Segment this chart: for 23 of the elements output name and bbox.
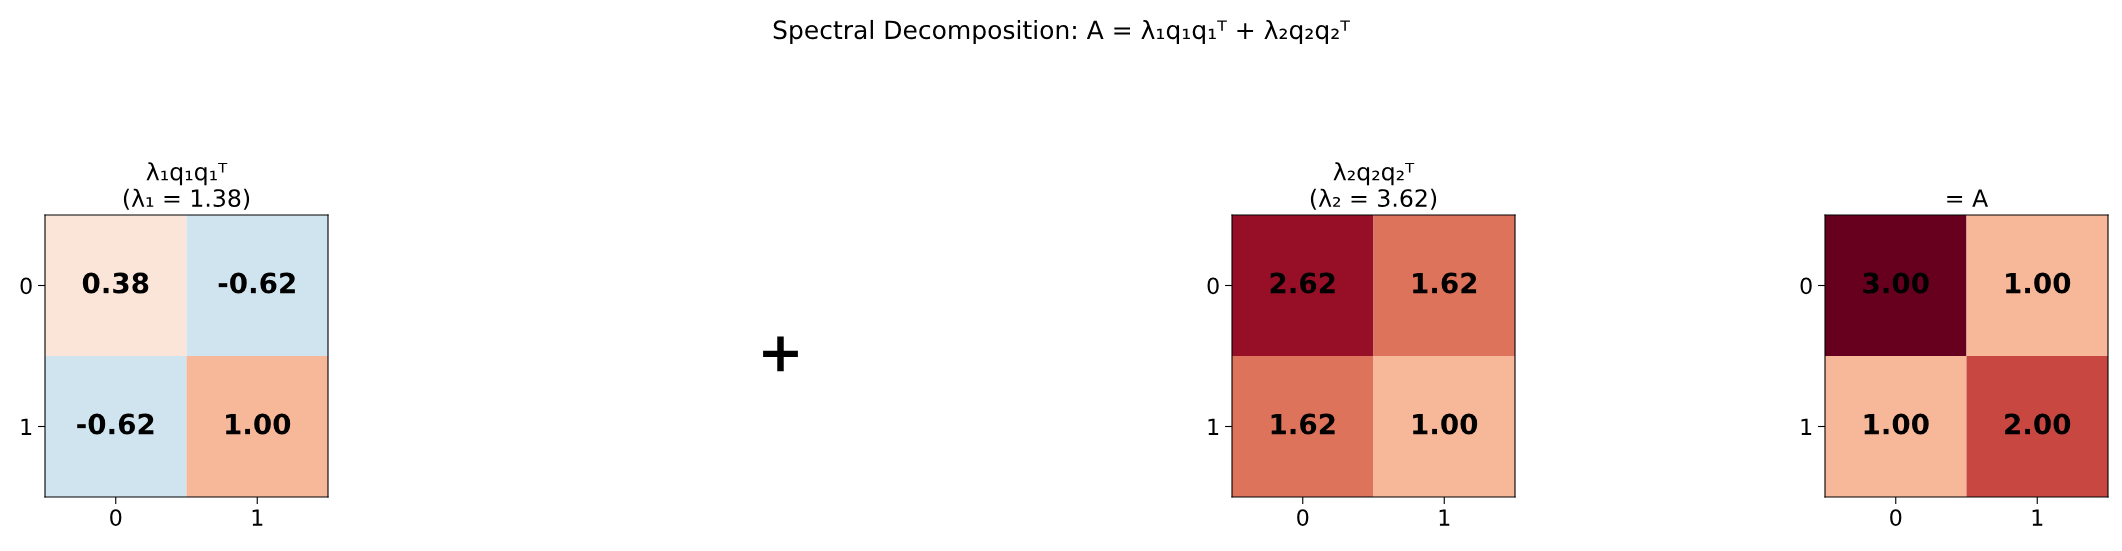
x-tick-label: 0 [1297, 509, 1309, 527]
data-label: 2.62 [1270, 272, 1335, 294]
chart-title: λ₂q₂q₂ᵀ (λ₂ = 3.62) [1310, 162, 1437, 210]
data-label: 1.62 [1271, 413, 1335, 435]
x-tick-label: 0 [1890, 509, 1902, 527]
x-tick-label: 1 [1439, 509, 1450, 526]
data-label: -0.62 [77, 413, 154, 435]
x-tick-label: 1 [252, 509, 263, 526]
data-label: 0.38 [82, 272, 149, 294]
x-tick-label: 1 [2032, 509, 2043, 526]
data-label: -0.62 [218, 272, 295, 294]
chart-title: λ₁q₁q₁ᵀ (λ₁ = 1.38) [123, 162, 250, 210]
data-label: 3.00 [1863, 272, 1929, 294]
data-label: 2.00 [2005, 413, 2071, 435]
data-label: 1.62 [1413, 272, 1477, 294]
chart-title: = A [1947, 189, 1989, 207]
x-tick-label: 0 [110, 509, 122, 527]
text: + [763, 336, 798, 372]
text: Spectral Decomposition: A = λ₁q₁q₁ᵀ + λ₂q₂q₂ᵀ [773, 19, 1350, 45]
data-label: 1.00 [1864, 413, 1929, 435]
data-label: 1.00 [2006, 272, 2071, 294]
data-label: 1.00 [1413, 413, 1478, 435]
data-label: 1.00 [226, 413, 291, 435]
